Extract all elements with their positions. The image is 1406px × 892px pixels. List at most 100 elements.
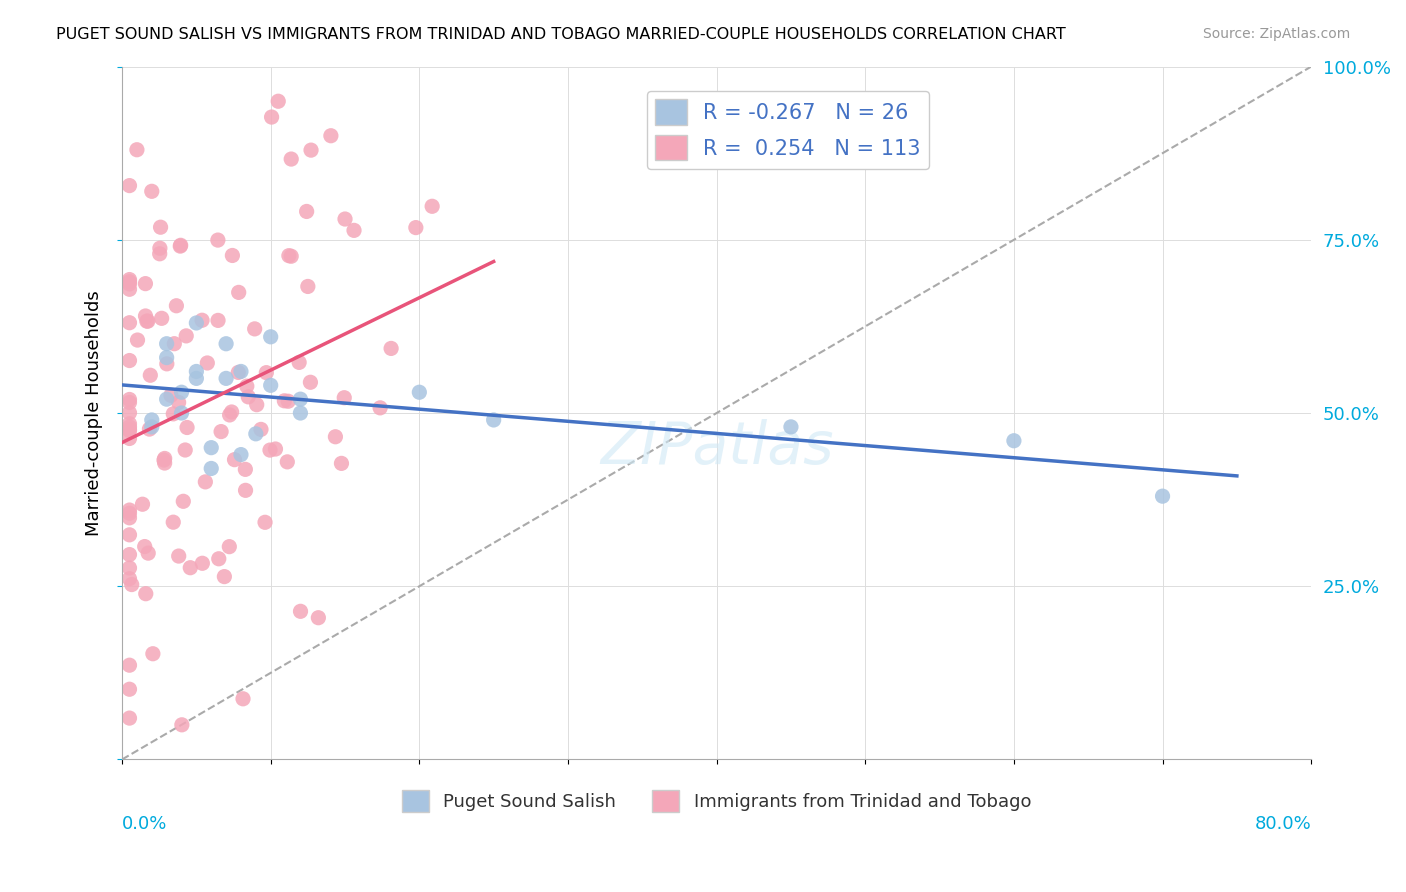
Point <box>156 357 179 371</box>
Point <box>118 503 141 517</box>
Point <box>169 238 191 252</box>
Point <box>156 336 179 351</box>
Point <box>330 456 353 470</box>
Point <box>307 611 329 625</box>
Point <box>235 483 257 498</box>
Point <box>156 392 179 406</box>
Point <box>290 392 312 406</box>
Point <box>118 275 141 289</box>
Point <box>118 406 141 420</box>
Point <box>254 366 277 380</box>
Point <box>200 441 222 455</box>
Point <box>191 556 214 570</box>
Point <box>118 432 141 446</box>
Point <box>167 549 190 563</box>
Point <box>149 247 172 261</box>
Point <box>118 511 141 525</box>
Point <box>207 313 229 327</box>
Point <box>179 560 201 574</box>
Point <box>127 333 149 347</box>
Point <box>195 356 218 370</box>
Point <box>135 587 157 601</box>
Point <box>215 336 238 351</box>
Point <box>221 248 243 262</box>
Point <box>118 658 141 673</box>
Point <box>319 128 342 143</box>
Point <box>149 220 172 235</box>
Point <box>191 313 214 327</box>
Point <box>134 309 156 323</box>
Point <box>482 413 505 427</box>
Point <box>325 430 347 444</box>
Point <box>118 528 141 542</box>
Point <box>207 233 229 247</box>
Point <box>163 336 186 351</box>
Text: 80.0%: 80.0% <box>1254 815 1312 833</box>
Point <box>267 95 290 109</box>
Point <box>218 540 240 554</box>
Point <box>420 199 443 213</box>
Point <box>172 494 194 508</box>
Point <box>134 277 156 291</box>
Point <box>229 364 252 378</box>
Point <box>243 322 266 336</box>
Point <box>139 368 162 383</box>
Point <box>160 388 183 402</box>
Point <box>218 408 240 422</box>
Point <box>380 342 402 356</box>
Point <box>118 561 141 575</box>
Point <box>299 143 322 157</box>
Point <box>118 178 141 193</box>
Point <box>333 391 356 405</box>
Text: 0.0%: 0.0% <box>122 815 167 833</box>
Point <box>141 413 163 427</box>
Point <box>141 420 163 434</box>
Point <box>136 314 159 328</box>
Point <box>186 371 208 385</box>
Point <box>170 718 193 732</box>
Point <box>1002 434 1025 448</box>
Point <box>134 540 156 554</box>
Point <box>136 546 159 560</box>
Point <box>150 311 173 326</box>
Point <box>176 420 198 434</box>
Point <box>333 212 356 227</box>
Point <box>405 220 427 235</box>
Point <box>290 406 312 420</box>
Point <box>135 314 157 328</box>
Point <box>260 378 283 392</box>
Point <box>170 406 193 420</box>
Point <box>194 475 217 489</box>
Point <box>165 299 187 313</box>
Point <box>141 184 163 198</box>
Point <box>224 452 246 467</box>
Point <box>259 443 281 458</box>
Point <box>153 456 176 470</box>
Point <box>208 551 231 566</box>
Point <box>250 422 273 436</box>
Point <box>368 401 391 415</box>
Point <box>118 548 141 562</box>
Point <box>254 516 277 530</box>
Point <box>229 448 252 462</box>
Point <box>280 152 302 166</box>
Point <box>118 423 141 437</box>
Point <box>277 249 299 263</box>
Point <box>131 497 153 511</box>
Point <box>118 282 141 296</box>
Point <box>245 426 267 441</box>
Point <box>149 241 172 255</box>
Point <box>186 316 208 330</box>
Point <box>174 329 197 343</box>
Point <box>273 393 295 408</box>
Point <box>138 422 160 436</box>
Point <box>186 364 208 378</box>
Point <box>297 279 319 293</box>
Point <box>299 376 322 390</box>
Point <box>162 407 184 421</box>
Point <box>200 461 222 475</box>
Point <box>162 515 184 529</box>
Point <box>236 379 259 393</box>
Point <box>408 385 430 400</box>
Point <box>118 506 141 520</box>
